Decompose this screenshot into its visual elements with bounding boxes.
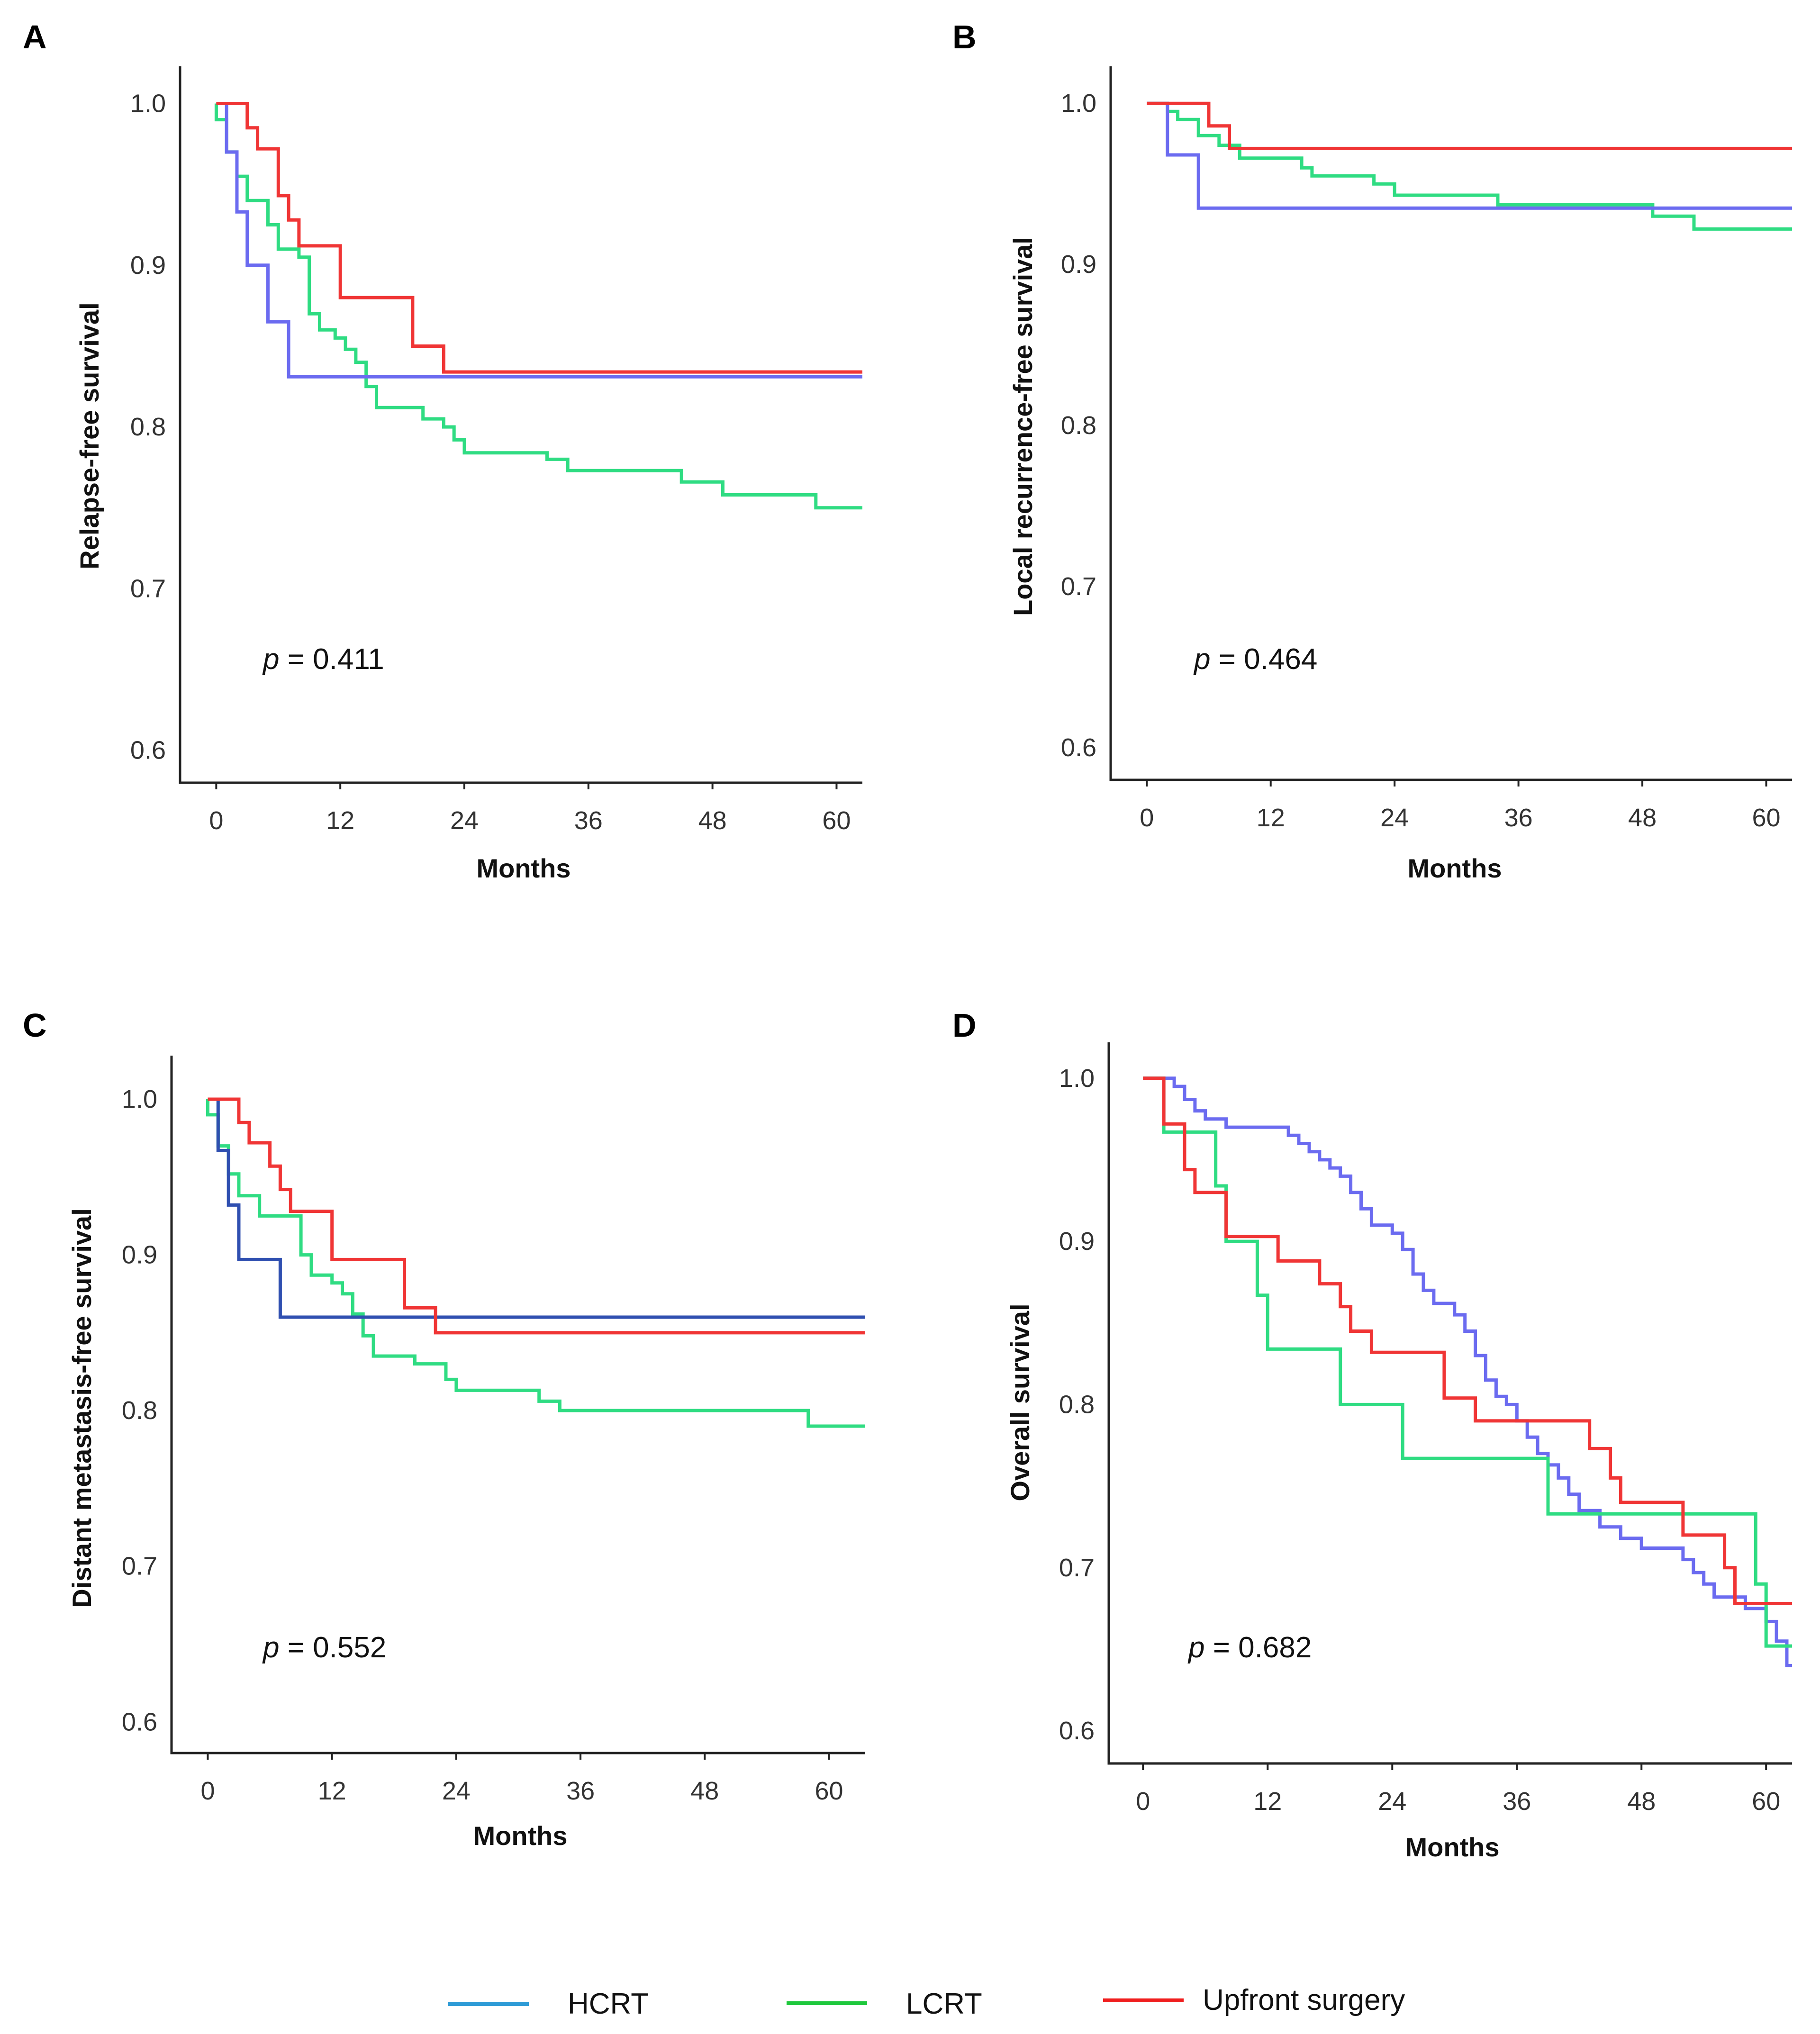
ticks-b: 0 12 24 36 48 60 0.6 0.7 0.8 0.9 1.0 — [1061, 89, 1781, 832]
x-axis-title-a: Months — [476, 853, 570, 883]
y-tick-label-c: 0.9 — [122, 1241, 157, 1269]
legend-label-upfront-surgery: Upfront surgery — [1203, 1984, 1405, 2016]
x-tick-label-a: 36 — [574, 806, 603, 835]
x-tick-label-c: 48 — [690, 1777, 719, 1805]
y-tick-label-d: 0.9 — [1059, 1227, 1095, 1256]
ticks-d: 0 12 24 36 48 60 0.6 0.7 0.8 0.9 1.0 — [1059, 1064, 1780, 1816]
x-tick-label-b: 12 — [1257, 804, 1285, 832]
y-tick-label-a: 0.8 — [130, 413, 166, 441]
y-tick-label-a: 0.7 — [130, 574, 166, 603]
axis-lines-b — [1109, 66, 1792, 781]
y-axis-title-b: Local recurrence-free survival — [1008, 237, 1038, 616]
y-axis-title-d: Overall survival — [1005, 1303, 1035, 1501]
x-tick-label-a: 24 — [450, 806, 479, 835]
x-tick-label-c: 24 — [442, 1777, 471, 1805]
series-upfront-surgery-b — [1147, 101, 1792, 150]
y-tick-label-a: 0.6 — [130, 736, 166, 765]
panel-letter-c: C — [23, 1007, 47, 1044]
x-tick-label-d: 48 — [1627, 1787, 1656, 1816]
legend: HCRT LCRT Upfront surgery — [448, 1984, 1405, 2020]
series-hcrt-d — [1143, 1076, 1792, 1667]
ticks-a: 0 12 24 36 48 60 0.6 0.7 0.8 0.9 1.0 — [130, 90, 851, 835]
x-tick-label-c: 0 — [200, 1777, 215, 1805]
series-lcrt-d — [1143, 1076, 1792, 1648]
y-tick-label-d: 0.8 — [1059, 1390, 1095, 1419]
y-tick-label-b: 1.0 — [1061, 89, 1096, 118]
y-tick-label-c: 0.6 — [122, 1708, 157, 1736]
x-tick-label-d: 36 — [1503, 1787, 1531, 1816]
x-tick-label-d: 12 — [1253, 1787, 1282, 1816]
panel-b: B 0 12 24 36 48 60 0.6 0.7 0.8 0.9 1.0 Months Loca… — [952, 18, 1792, 883]
axis-lines-c — [170, 1056, 865, 1754]
y-tick-label-d: 0.7 — [1059, 1554, 1095, 1582]
series-hcrt-a — [216, 102, 862, 379]
series-lcrt-b — [1147, 101, 1792, 231]
x-tick-label-d: 0 — [1136, 1787, 1150, 1816]
x-tick-label-d: 60 — [1752, 1787, 1780, 1816]
legend-label-lcrt: LCRT — [906, 1988, 982, 2020]
x-tick-label-b: 60 — [1752, 804, 1780, 832]
ticks-c: 0 12 24 36 48 60 0.6 0.7 0.8 0.9 1.0 — [122, 1085, 843, 1805]
series-upfront-surgery-d — [1143, 1076, 1792, 1605]
p-value-b: p = 0.464 — [1193, 643, 1317, 676]
x-tick-label-b: 0 — [1140, 804, 1154, 832]
series-lcrt-c — [206, 1099, 865, 1428]
axis-lines-d — [1107, 1042, 1792, 1765]
y-tick-label-b: 0.7 — [1061, 572, 1096, 601]
y-tick-label-c: 0.8 — [122, 1396, 157, 1425]
y-tick-label-d: 1.0 — [1059, 1064, 1095, 1093]
series-layer-a — [214, 102, 862, 510]
x-tick-label-c: 60 — [815, 1777, 843, 1805]
y-tick-label-a: 0.9 — [130, 251, 166, 280]
axis-lines-a — [179, 66, 862, 784]
y-axis-title-c: Distant metastasis-free survival — [67, 1208, 97, 1608]
y-tick-label-b: 0.8 — [1061, 411, 1096, 440]
p-value-a: p = 0.411 — [262, 643, 384, 676]
x-tick-label-a: 0 — [209, 806, 223, 835]
panel-letter-b: B — [952, 18, 977, 55]
x-tick-label-a: 48 — [698, 806, 727, 835]
series-upfront-surgery-a — [216, 102, 862, 374]
series-hcrt-b — [1147, 101, 1792, 210]
x-axis-title-b: Months — [1407, 853, 1502, 883]
panel-letter-d: D — [952, 1007, 977, 1044]
series-lcrt-a — [214, 103, 862, 510]
series-hcrt-c — [208, 1097, 865, 1319]
p-value-c: p = 0.552 — [262, 1631, 386, 1664]
series-layer-d — [1143, 1076, 1792, 1667]
y-tick-label-c: 0.7 — [122, 1552, 157, 1581]
y-tick-label-a: 1.0 — [130, 90, 166, 118]
x-tick-label-a: 60 — [822, 806, 851, 835]
series-layer-b — [1147, 101, 1792, 231]
y-tick-label-b: 0.9 — [1061, 250, 1096, 279]
panel-a: A 0 12 24 36 48 60 0.6 0.7 0.8 0.9 1.0 Months Rela… — [23, 18, 862, 883]
legend-label-hcrt: HCRT — [568, 1988, 649, 2020]
x-axis-title-c: Months — [473, 1821, 567, 1851]
series-upfront-surgery-c — [208, 1097, 865, 1335]
series-layer-c — [206, 1097, 865, 1428]
panel-c: C 0 12 24 36 48 60 0.6 0.7 0.8 0.9 1.0 Months Dist… — [23, 1007, 865, 1851]
p-value-d: p = 0.682 — [1187, 1631, 1312, 1664]
x-tick-label-b: 24 — [1380, 804, 1409, 832]
y-tick-label-c: 1.0 — [122, 1085, 157, 1113]
x-tick-label-a: 12 — [326, 806, 354, 835]
panel-d: D 0 12 24 36 48 60 0.6 0.7 0.8 0.9 1.0 Months Over… — [952, 1007, 1792, 1862]
x-tick-label-d: 24 — [1378, 1787, 1406, 1816]
x-tick-label-c: 12 — [318, 1777, 346, 1805]
x-axis-title-d: Months — [1405, 1832, 1499, 1862]
x-tick-label-b: 36 — [1504, 804, 1533, 832]
y-tick-label-d: 0.6 — [1059, 1717, 1095, 1745]
y-axis-title-a: Relapse-free survival — [74, 302, 104, 569]
x-tick-label-b: 48 — [1628, 804, 1657, 832]
x-tick-label-c: 36 — [566, 1777, 595, 1805]
y-tick-label-b: 0.6 — [1061, 733, 1096, 762]
panel-letter-a: A — [23, 18, 47, 55]
